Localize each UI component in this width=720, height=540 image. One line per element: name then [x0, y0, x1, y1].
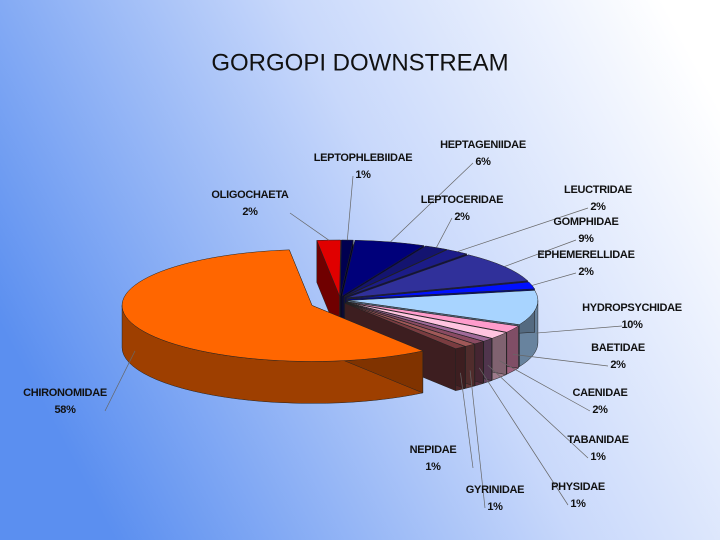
- slice-label: BAETIDAE: [591, 342, 645, 354]
- leader-line: [346, 175, 354, 241]
- slice-label: EPHEMERELLIDAE: [537, 249, 634, 261]
- slice-value-label: 9%: [578, 233, 594, 245]
- slice-label: HEPTAGENIIDAE: [440, 139, 526, 151]
- slice-value-label: 1%: [570, 498, 586, 510]
- slice: [344, 302, 467, 349]
- slice: [345, 302, 476, 347]
- slice-label: LEUCTRIDAE: [564, 184, 632, 196]
- leader-line: [512, 354, 609, 367]
- slice-value-label: 2%: [454, 211, 470, 223]
- slice: [345, 302, 493, 342]
- slice-label: GYRINIDAE: [466, 484, 524, 496]
- leader-line: [104, 350, 136, 412]
- slice: [345, 302, 485, 345]
- leader-line: [457, 207, 589, 252]
- slice: [347, 290, 539, 325]
- slice: [346, 302, 508, 339]
- slice: [347, 281, 536, 300]
- slice-value-label: 6%: [475, 156, 491, 168]
- leader-line: [289, 212, 329, 241]
- leader-line: [436, 217, 453, 248]
- slice-value-label: 1%: [425, 461, 441, 473]
- slice-value-label: 2%: [592, 404, 608, 416]
- slice: [346, 301, 520, 333]
- leader-line: [499, 360, 591, 412]
- slice-label: LEPTOPHLEBIIDAE: [314, 152, 413, 164]
- slice-value-label: 1%: [355, 169, 371, 181]
- slice: [341, 240, 425, 297]
- slice-label: CAENIDAE: [572, 387, 627, 399]
- leader-line: [531, 272, 577, 286]
- slice-label: TABANIDAE: [567, 434, 628, 446]
- slice-label: OLIGOCHAETA: [211, 189, 289, 201]
- leader-line: [390, 162, 474, 243]
- leader-line: [478, 367, 569, 506]
- slice-label: PHYSIDAE: [551, 481, 605, 493]
- slice-value-label: 1%: [487, 501, 503, 513]
- slice-value-label: 1%: [590, 451, 606, 463]
- slice-value-label: 2%: [242, 206, 258, 218]
- slice-label: GOMPHIDAE: [553, 216, 618, 228]
- slice-label: LEPTOCERIDAE: [421, 194, 503, 206]
- slice: [121, 249, 424, 362]
- slice-label: NEPIDAE: [410, 444, 457, 456]
- leader-line: [460, 372, 474, 469]
- leader-line: [504, 239, 577, 267]
- slice: [340, 239, 354, 297]
- slice-label: CHIRONOMIDAE: [23, 387, 107, 399]
- slice: [346, 254, 529, 299]
- slice-value-label: 2%: [578, 266, 594, 278]
- leader-line: [487, 364, 589, 459]
- slice-value-label: 58%: [54, 404, 76, 416]
- leader-line: [469, 370, 486, 509]
- chart-title: GORGOPI DOWNSTREAM: [211, 49, 508, 76]
- slice-label: HYDROPSYCHIDAE: [582, 302, 682, 314]
- leader-line: [536, 325, 623, 334]
- slice-value-label: 2%: [610, 359, 626, 371]
- slice-value-label: 10%: [621, 319, 643, 331]
- slice-value-label: 2%: [590, 201, 606, 213]
